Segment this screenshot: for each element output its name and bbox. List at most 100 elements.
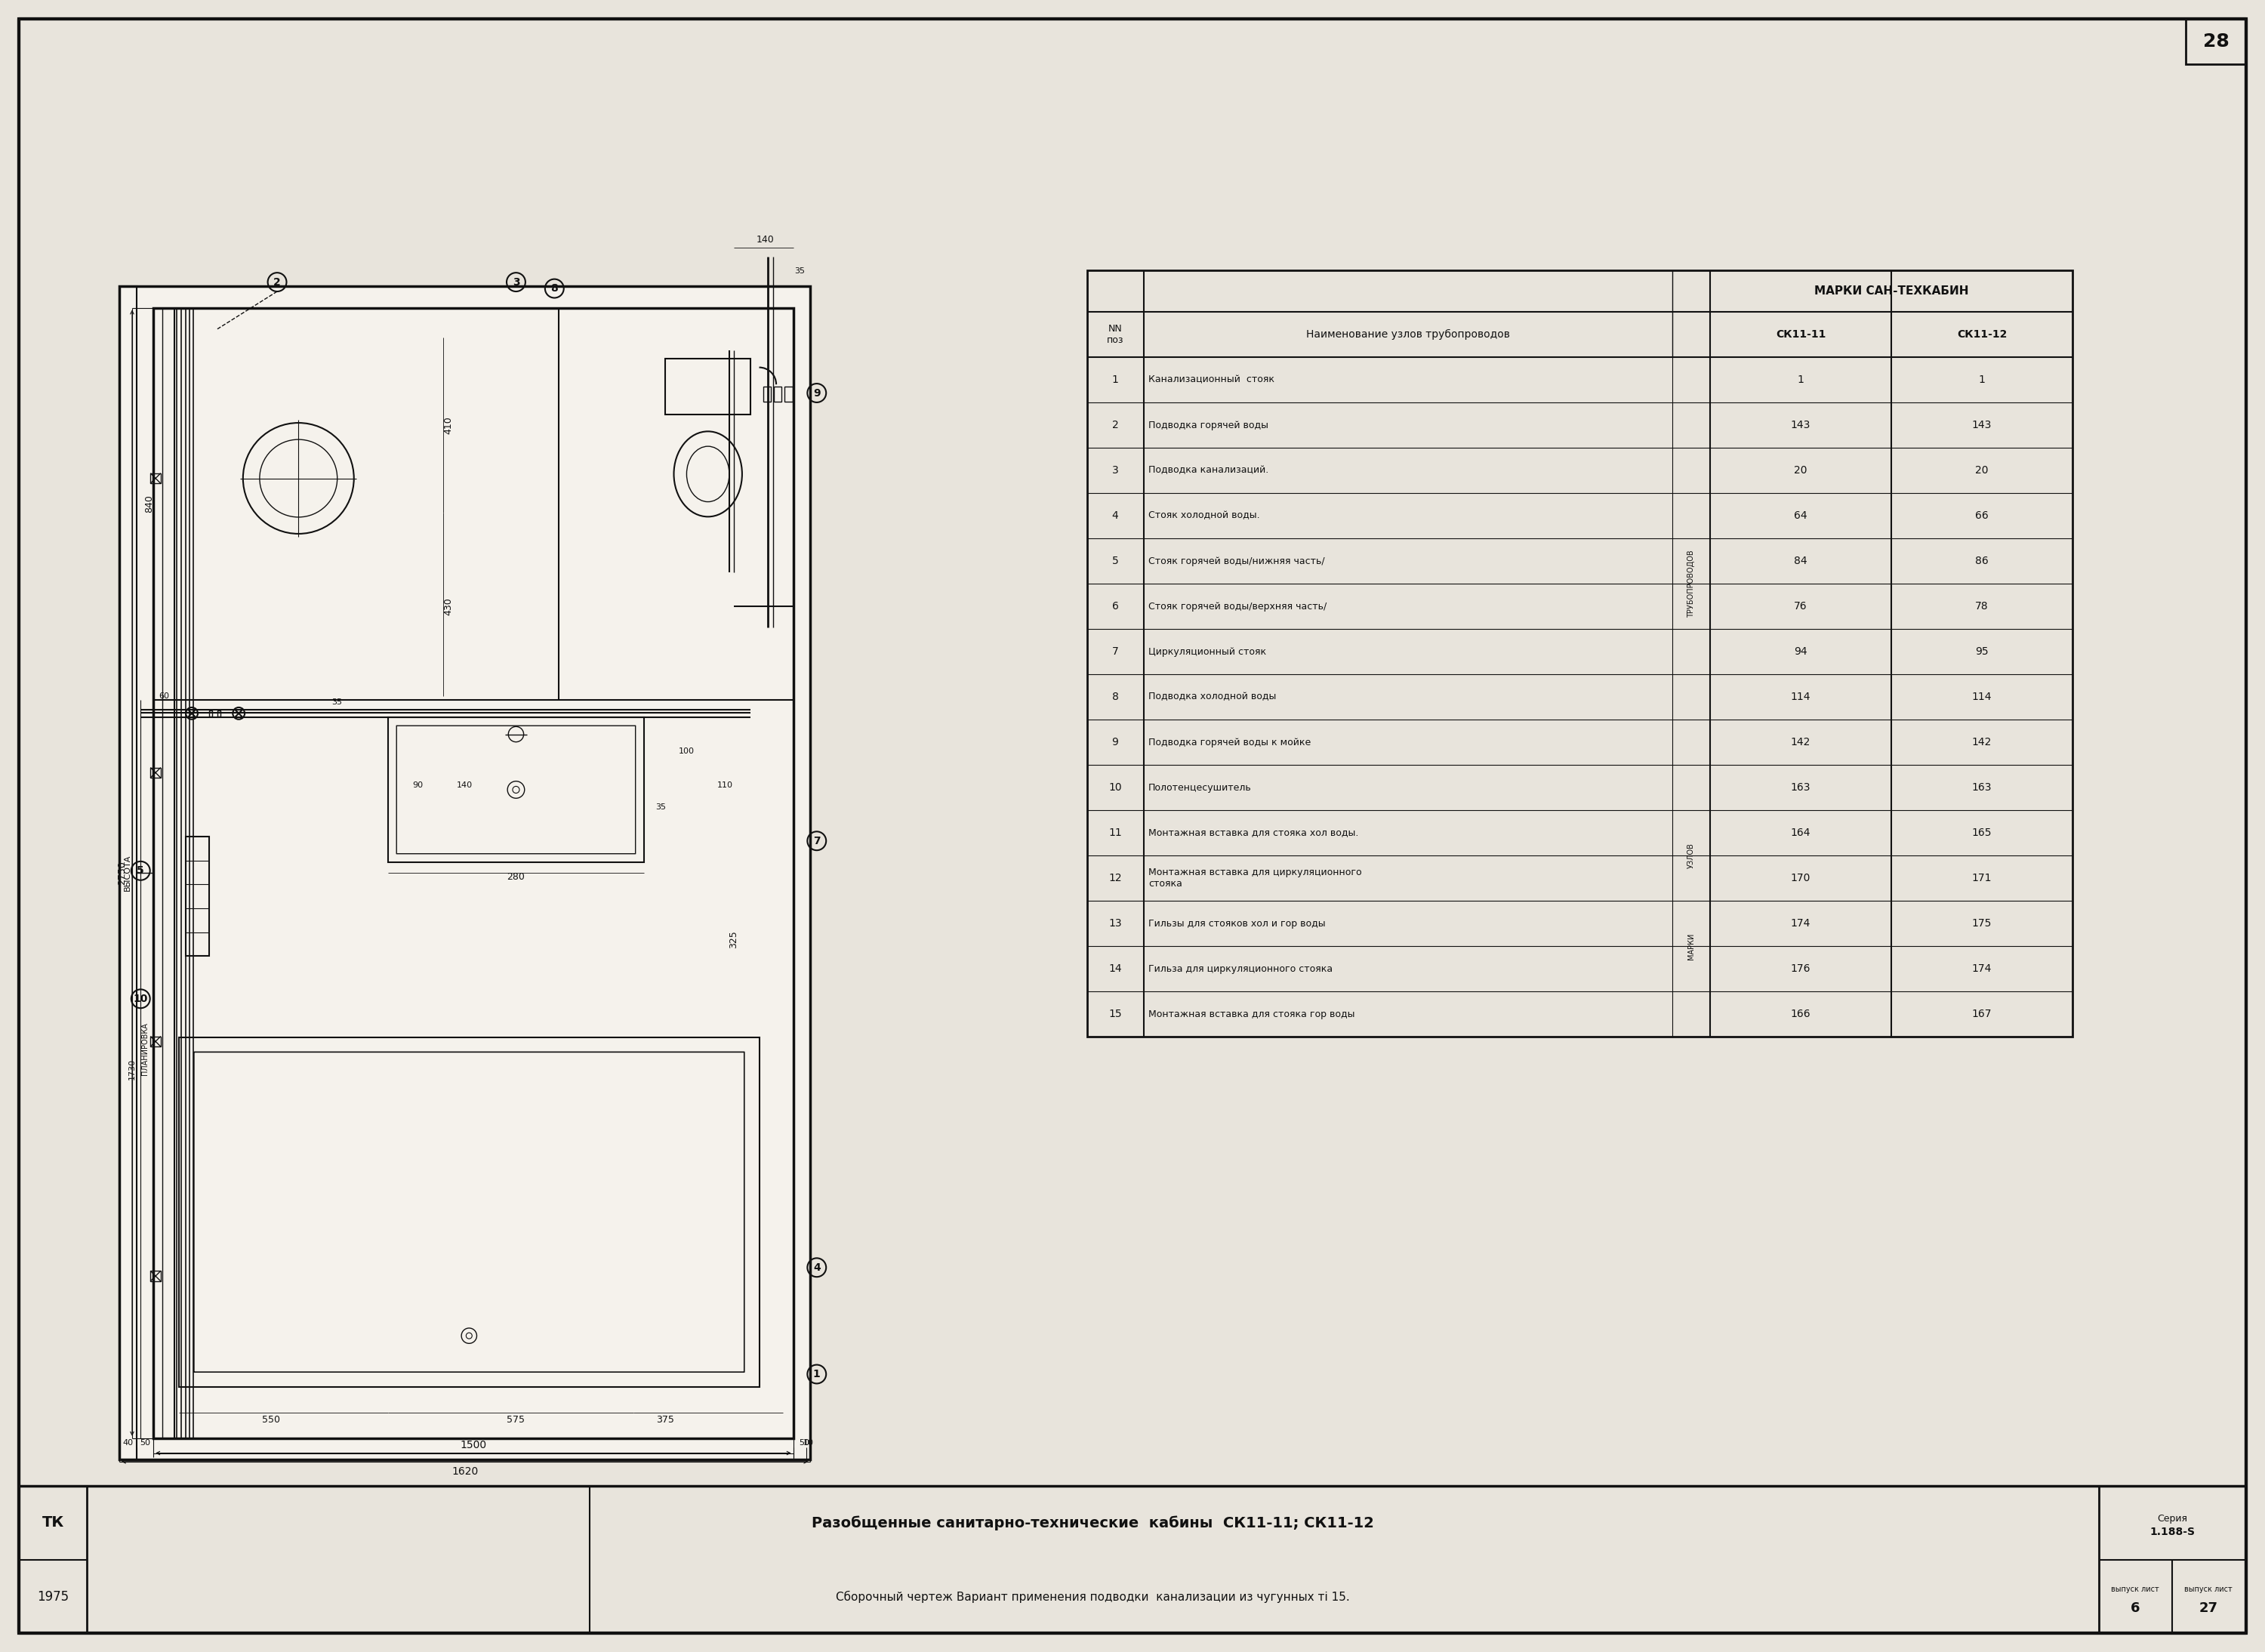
- Text: Разобщенные санитарно-технические  кабины  СК11-11; СК11-12: Разобщенные санитарно-технические кабины…: [811, 1515, 1373, 1530]
- Bar: [2186, 18, 2247, 64]
- Text: 167: 167: [1973, 1009, 1991, 1019]
- Text: 5: 5: [1112, 555, 1119, 567]
- Text: 15: 15: [1108, 1009, 1121, 1019]
- Text: СК11-11: СК11-11: [1776, 329, 1826, 340]
- Bar: [217, 710, 220, 717]
- Text: Стояк холодной воды.: Стояк холодной воды.: [1148, 510, 1259, 520]
- Text: 1975: 1975: [36, 1591, 68, 1604]
- Text: 76: 76: [1794, 601, 1807, 611]
- Text: 140: 140: [458, 781, 473, 790]
- Text: 50: 50: [140, 1439, 149, 1446]
- Text: 430: 430: [444, 598, 453, 615]
- Text: 4: 4: [1112, 510, 1119, 520]
- Text: 100: 100: [680, 748, 695, 755]
- Text: 3: 3: [512, 278, 519, 287]
- Text: 13: 13: [1108, 919, 1121, 928]
- Bar: [666, 358, 750, 415]
- Text: 20: 20: [1794, 466, 1807, 476]
- Text: 12: 12: [1108, 872, 1121, 884]
- Text: МАРКИ: МАРКИ: [1687, 933, 1694, 960]
- Text: 410: 410: [444, 416, 453, 434]
- Bar: [208, 710, 213, 717]
- Text: 35: 35: [657, 803, 666, 811]
- Text: 64: 64: [1794, 510, 1807, 520]
- Text: 1: 1: [1980, 375, 1984, 385]
- Text: 4: 4: [813, 1262, 820, 1272]
- Text: 35: 35: [331, 699, 342, 705]
- Text: 5: 5: [136, 866, 145, 876]
- Bar: [775, 387, 781, 401]
- Text: 66: 66: [1975, 510, 1989, 520]
- Text: 9: 9: [1112, 737, 1119, 747]
- Text: 35: 35: [795, 268, 804, 276]
- Text: 78: 78: [1975, 601, 1989, 611]
- Text: 143: 143: [1973, 420, 1991, 431]
- Text: 575: 575: [507, 1416, 525, 1426]
- Text: 1730: 1730: [129, 1059, 136, 1080]
- Text: 142: 142: [1973, 737, 1991, 747]
- Text: 60: 60: [159, 692, 170, 700]
- Text: Подводка канализаций.: Подводка канализаций.: [1148, 466, 1268, 476]
- Text: Сборочный чертеж Вариант применения подводки  канализации из чугунных тi 15.: Сборочный чертеж Вариант применения подв…: [836, 1591, 1350, 1602]
- Text: 840: 840: [145, 496, 154, 512]
- Text: Стояк горячей воды/нижняя часть/: Стояк горячей воды/нижняя часть/: [1148, 557, 1325, 567]
- Text: 325: 325: [729, 930, 738, 948]
- Text: выпуск лист: выпуск лист: [2183, 1586, 2233, 1593]
- Text: 8: 8: [1112, 692, 1119, 702]
- Text: Полотенцесушитель: Полотенцесушитель: [1148, 783, 1253, 793]
- Text: 174: 174: [1792, 919, 1810, 928]
- Text: 50: 50: [800, 1439, 809, 1446]
- Text: NN
поз: NN поз: [1108, 324, 1123, 345]
- Bar: [784, 387, 793, 401]
- Text: 7: 7: [1112, 646, 1119, 657]
- Text: 6: 6: [1112, 601, 1119, 611]
- Text: 9: 9: [813, 388, 820, 398]
- Text: 6: 6: [2131, 1601, 2140, 1616]
- Text: 8: 8: [550, 282, 557, 294]
- Bar: [149, 1036, 161, 1046]
- Text: ТРУБОПРОВОДОВ: ТРУБОПРОВОДОВ: [1687, 550, 1694, 618]
- Bar: [154, 307, 793, 1439]
- Bar: [179, 1037, 759, 1388]
- Text: Циркуляционный стояк: Циркуляционный стояк: [1148, 646, 1266, 656]
- Text: СК11-12: СК11-12: [1957, 329, 2007, 340]
- Text: МАРКИ САН-ТЕХКАБИН: МАРКИ САН-ТЕХКАБИН: [1814, 286, 1968, 296]
- Text: 550: 550: [263, 1416, 281, 1426]
- Text: 1: 1: [1798, 375, 1803, 385]
- Text: 163: 163: [1792, 781, 1810, 793]
- Text: 14: 14: [1108, 963, 1121, 975]
- Text: 28: 28: [2204, 33, 2229, 51]
- Text: 1.188-S: 1.188-S: [2149, 1526, 2195, 1538]
- Text: 163: 163: [1973, 781, 1991, 793]
- Text: 143: 143: [1792, 420, 1810, 431]
- Text: Подводка горячей воды: Подводка горячей воды: [1148, 420, 1268, 430]
- Text: 40: 40: [122, 1439, 134, 1446]
- Text: Канализационный  стояк: Канализационный стояк: [1148, 375, 1275, 385]
- Text: 20: 20: [1975, 466, 1989, 476]
- Text: 174: 174: [1973, 963, 1991, 975]
- Text: 90: 90: [412, 781, 424, 790]
- Text: 114: 114: [1792, 692, 1810, 702]
- Text: Стояк горячей воды/верхняя часть/: Стояк горячей воды/верхняя часть/: [1148, 601, 1327, 611]
- Text: 1: 1: [813, 1370, 820, 1379]
- Text: 166: 166: [1792, 1009, 1810, 1019]
- Text: 2: 2: [1112, 420, 1119, 431]
- Text: УЗЛОВ: УЗЛОВ: [1687, 843, 1694, 869]
- Text: Подводка холодной воды: Подводка холодной воды: [1148, 692, 1275, 702]
- Text: ВЫСОТА: ВЫСОТА: [125, 854, 131, 890]
- Bar: [149, 768, 161, 778]
- Text: Серия: Серия: [2156, 1515, 2188, 1525]
- Text: 1500: 1500: [460, 1439, 487, 1450]
- Text: 7: 7: [813, 836, 820, 846]
- Text: 165: 165: [1973, 828, 1991, 838]
- Text: Наименование узлов трубопроводов: Наименование узлов трубопроводов: [1307, 329, 1511, 340]
- Text: 86: 86: [1975, 555, 1989, 567]
- Text: Монтажная вставка для стояка гор воды: Монтажная вставка для стояка гор воды: [1148, 1009, 1354, 1019]
- Bar: [763, 387, 770, 401]
- Text: Монтажная вставка для стояка хол воды.: Монтажная вставка для стояка хол воды.: [1148, 828, 1359, 838]
- Bar: [120, 286, 136, 1459]
- Text: 171: 171: [1973, 872, 1991, 884]
- Text: 280: 280: [507, 872, 525, 882]
- Text: 176: 176: [1792, 963, 1810, 975]
- Text: 94: 94: [1794, 646, 1807, 657]
